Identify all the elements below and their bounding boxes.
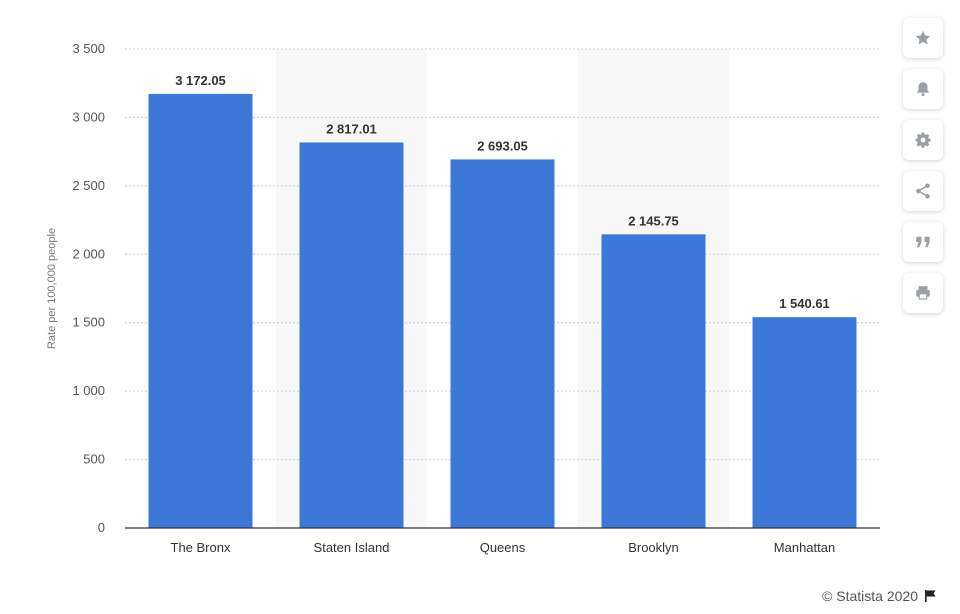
y-tick-label: 3 500 [72, 41, 105, 56]
gear-icon [915, 132, 931, 148]
x-tick-label: Staten Island [314, 540, 390, 555]
bar[interactable] [601, 234, 706, 528]
data-label: 3 172.05 [175, 73, 226, 88]
share-button[interactable] [903, 171, 943, 211]
y-axis-title: Rate per 100,000 people [46, 228, 58, 349]
favorite-button[interactable] [903, 18, 943, 58]
category-labels: The Bronx Staten Island Queens Brooklyn Manh… [171, 540, 836, 555]
chart-toolbar [903, 18, 943, 324]
notification-button[interactable] [903, 69, 943, 109]
y-tick-labels: 0 500 1 000 1 500 2 000 2 500 3 000 3 500 [72, 41, 105, 535]
data-label: 2 817.01 [326, 121, 377, 136]
x-tick-label: Brooklyn [628, 540, 679, 555]
bar[interactable] [299, 142, 404, 529]
share-icon [916, 183, 930, 199]
credit-text: © Statista 2020 [822, 588, 918, 604]
star-icon [915, 30, 931, 45]
y-tick-label: 3 000 [72, 109, 105, 124]
data-label: 1 540.61 [779, 296, 830, 311]
y-tick-label: 1 500 [72, 315, 105, 330]
y-tick-label: 2 000 [72, 246, 105, 261]
cite-button[interactable] [903, 222, 943, 262]
y-tick-label: 0 [98, 520, 105, 535]
bar[interactable] [450, 159, 555, 528]
data-label: 2 145.75 [628, 213, 679, 228]
x-tick-label: Manhattan [774, 540, 835, 555]
x-tick-label: The Bronx [171, 540, 231, 555]
print-button[interactable] [903, 273, 943, 313]
bell-icon [917, 82, 929, 97]
printer-icon [916, 286, 930, 300]
data-label: 2 693.05 [477, 138, 528, 153]
y-tick-label: 2 500 [72, 178, 105, 193]
y-tick-label: 500 [83, 452, 105, 467]
bar[interactable] [148, 93, 253, 529]
x-tick-label: Queens [480, 540, 526, 555]
y-tick-label: 1 000 [72, 383, 105, 398]
flag-icon [925, 590, 936, 602]
bar[interactable] [752, 317, 857, 528]
settings-button[interactable] [903, 120, 943, 160]
bars [148, 93, 857, 529]
value-labels: 3 172.05 2 817.01 2 693.05 2 145.75 1 540.61 [175, 73, 830, 311]
quote-icon [916, 236, 930, 248]
source-credit[interactable]: © Statista 2020 [822, 588, 938, 604]
